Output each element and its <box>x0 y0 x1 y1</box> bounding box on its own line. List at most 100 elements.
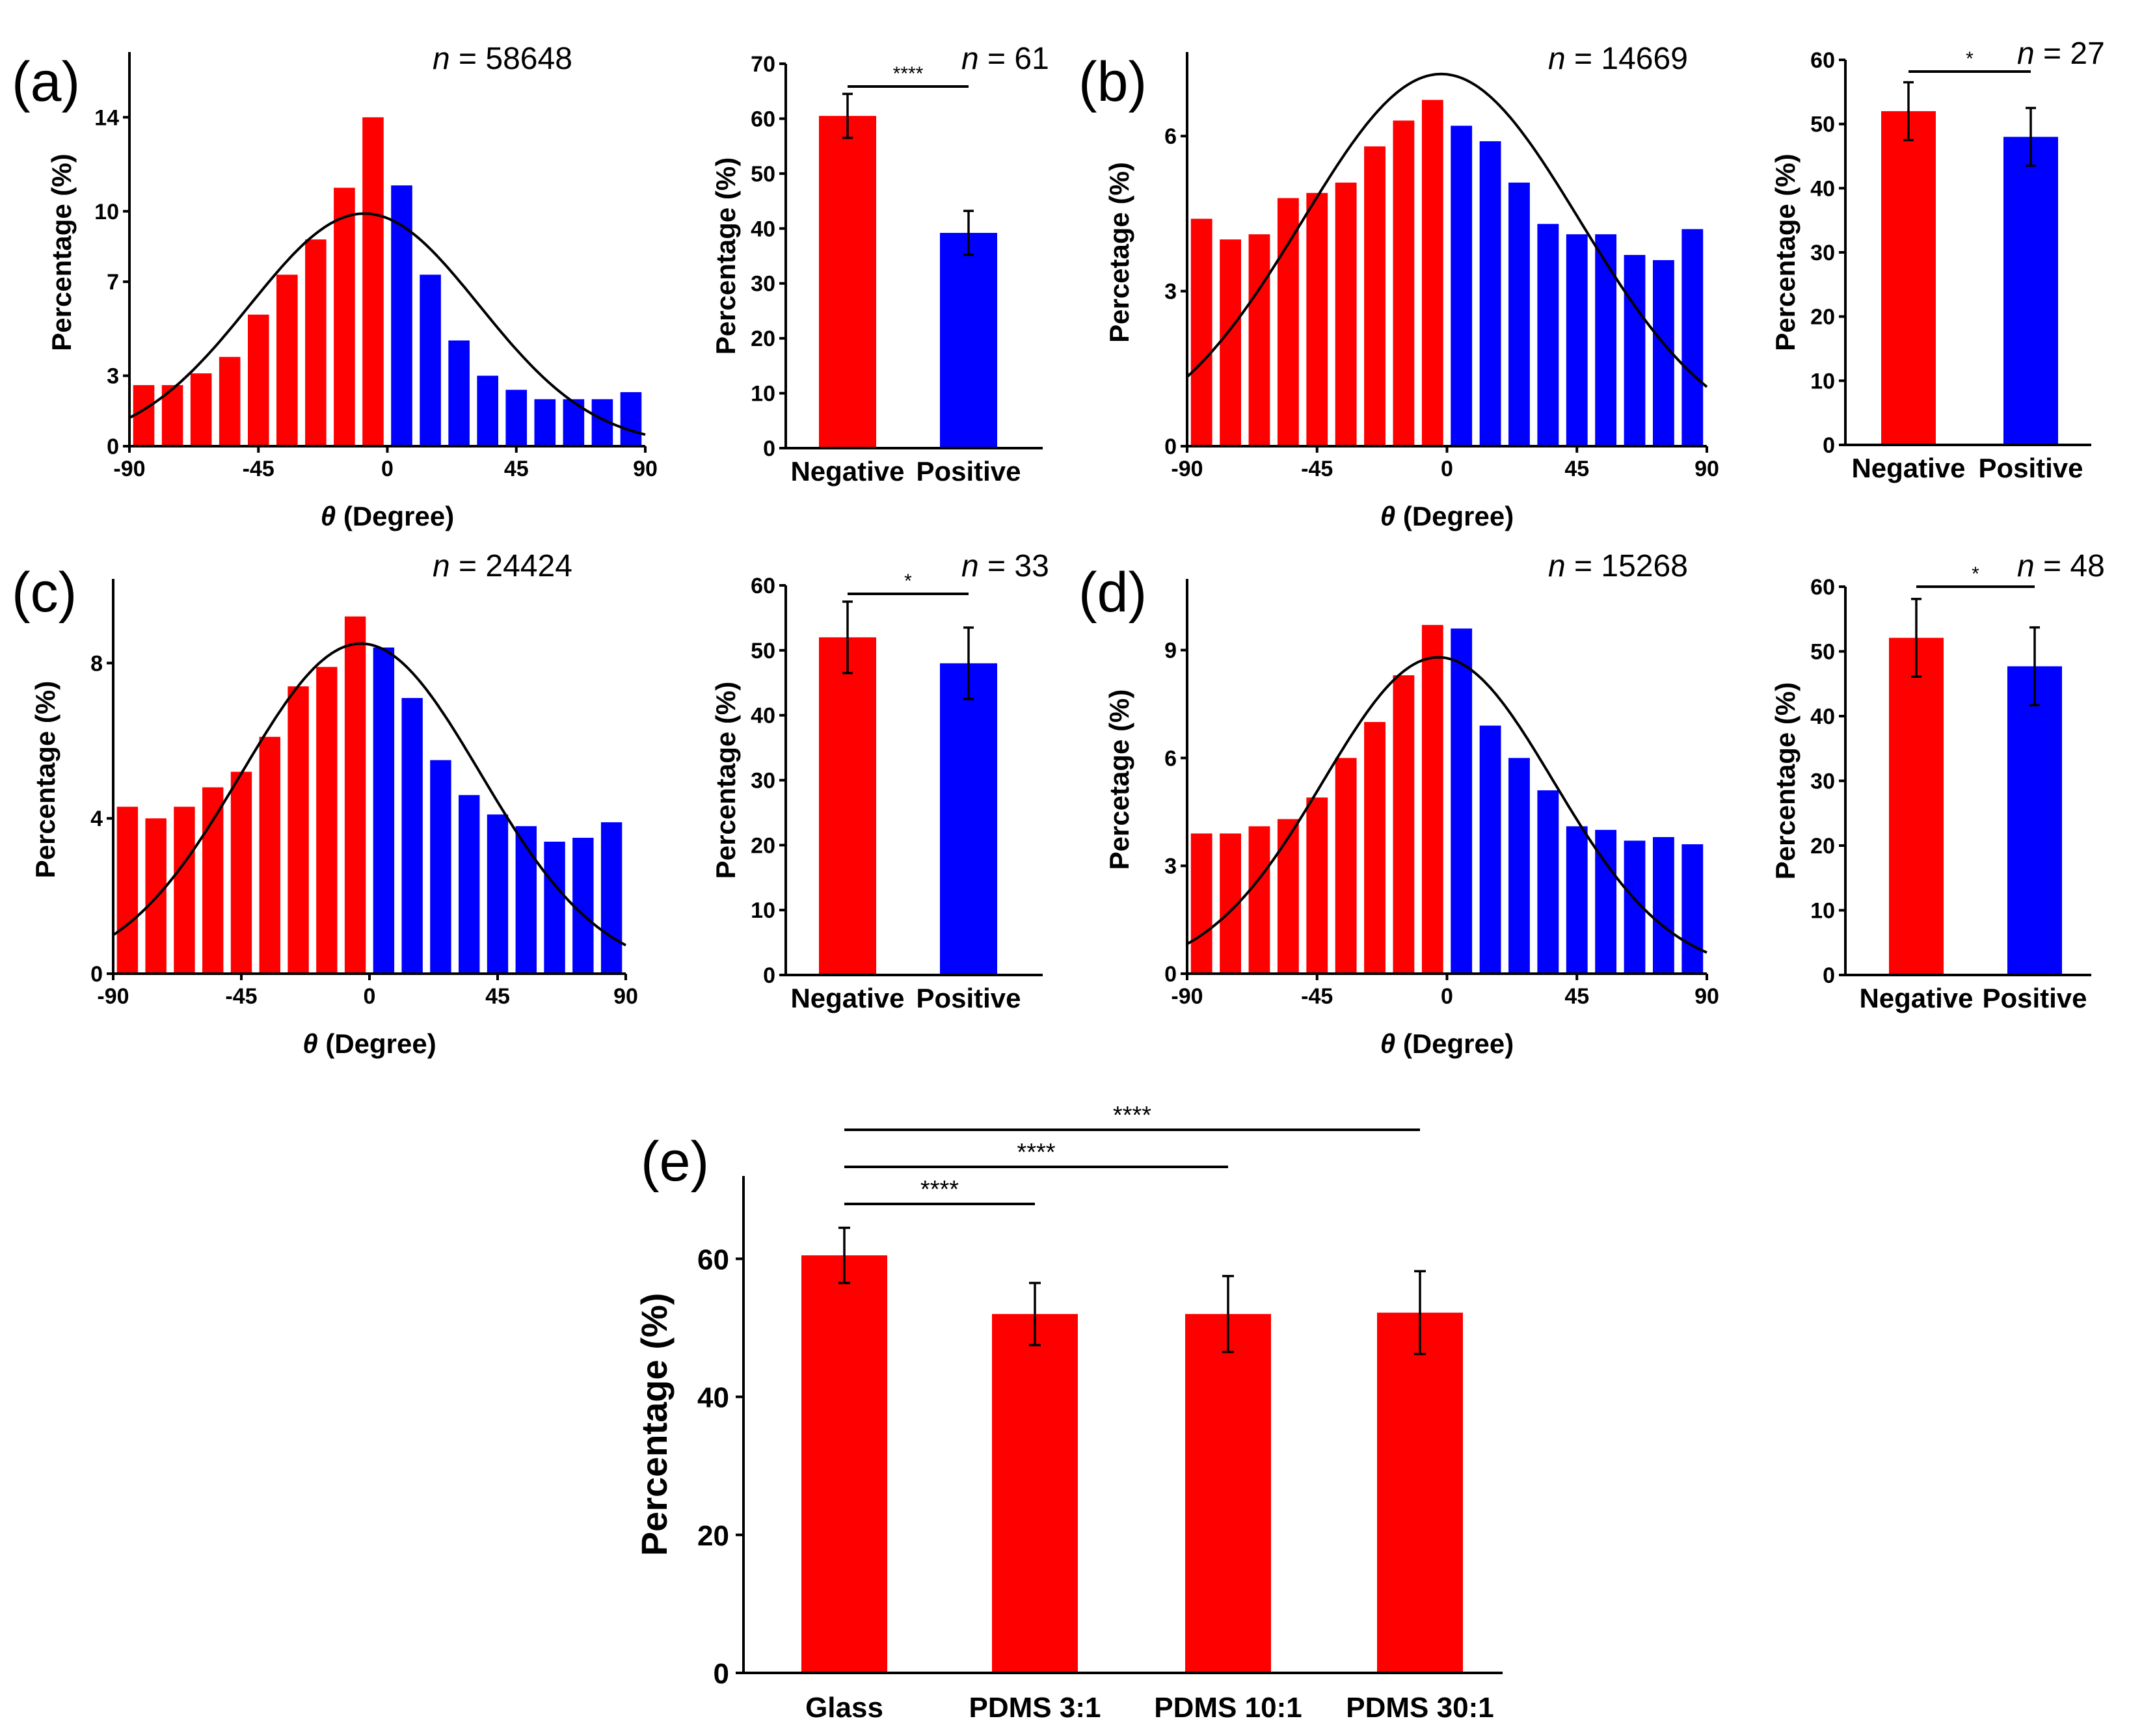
bar <box>819 116 876 448</box>
y-tick-label: 0 <box>763 436 775 461</box>
histogram-bar <box>334 187 355 446</box>
sample-size-var: n <box>2017 549 2035 583</box>
y-axis-label: Percentage (%) <box>30 681 60 878</box>
y-tick-label: 4 <box>90 807 103 831</box>
bar <box>2007 666 2062 975</box>
histogram-bar <box>202 787 224 974</box>
y-tick-label: 0 <box>714 1658 729 1690</box>
histogram-bar <box>1248 826 1270 974</box>
x-tick-label: 45 <box>1564 457 1589 481</box>
x-tick-label: 90 <box>1694 984 1719 1009</box>
sample-size-value: = 48 <box>2035 549 2105 583</box>
histogram-bar <box>1277 198 1299 446</box>
sample-size-label: n = 14669 <box>1548 42 1688 76</box>
y-axis-label: Percentage (%) <box>710 157 741 354</box>
sample-size-value: = 33 <box>979 549 1049 583</box>
y-tick-label: 3 <box>1164 280 1177 304</box>
x-tick-label: 0 <box>381 457 394 481</box>
sample-size-value: = 61 <box>979 42 1049 76</box>
panel-label: (e) <box>641 1130 709 1193</box>
significance-marker: * <box>1972 563 1979 585</box>
histogram-bar <box>477 375 498 446</box>
sample-size-var: n <box>961 42 979 76</box>
significance-marker: **** <box>1017 1139 1055 1166</box>
x-tick-label: -45 <box>243 457 274 481</box>
y-tick-label: 20 <box>697 1520 729 1552</box>
category-label: PDMS 3:1 <box>969 1692 1101 1724</box>
y-tick-label: 0 <box>107 434 119 459</box>
y-axis-label: Percetage (%) <box>1104 162 1134 343</box>
histogram-bar <box>1537 224 1559 446</box>
y-tick-label: 20 <box>751 833 775 858</box>
sample-size-label: n = 48 <box>2017 549 2105 583</box>
histogram-bar <box>230 771 252 974</box>
y-tick-label: 70 <box>751 52 775 77</box>
x-tick-label: 0 <box>364 984 376 1009</box>
x-tick-label: -90 <box>1171 984 1203 1009</box>
y-tick-label: 0 <box>1823 433 1835 458</box>
panel-label: (a) <box>12 51 80 113</box>
histogram-bar <box>1393 120 1415 447</box>
panel-label: (c) <box>12 561 77 624</box>
x-axis-label-text: (Degree) <box>318 1028 436 1059</box>
histogram-bar <box>1681 844 1704 974</box>
theta-symbol: θ <box>302 1028 317 1059</box>
x-axis-label-text: (Degree) <box>1395 1028 1514 1059</box>
y-tick-label: 3 <box>1164 854 1177 879</box>
histogram-bar <box>1393 675 1415 974</box>
error-bar <box>963 626 974 701</box>
x-tick-label: 0 <box>1441 984 1453 1009</box>
y-tick-label: 3 <box>107 364 119 389</box>
error-bar <box>842 600 853 674</box>
category-label: Positive <box>916 983 1021 1013</box>
x-tick-label: 0 <box>1441 457 1453 481</box>
error-bar <box>1029 1281 1041 1346</box>
histogram-bar <box>534 399 556 446</box>
bar <box>940 233 997 448</box>
histogram-bar <box>1479 141 1501 446</box>
y-tick-label: 10 <box>751 382 775 407</box>
y-tick-label: 40 <box>751 217 775 241</box>
x-tick-label: -90 <box>113 457 145 481</box>
histogram-bar <box>1364 722 1386 974</box>
histogram-bar <box>1190 833 1212 974</box>
significance-marker: **** <box>893 63 924 85</box>
histogram-bar <box>1364 146 1386 447</box>
y-tick-label: 60 <box>751 107 775 131</box>
x-axis-label: θ (Degree) <box>1380 1028 1514 1059</box>
x-tick-label: -45 <box>1301 457 1333 481</box>
bar <box>1889 637 1944 975</box>
y-tick-label: 50 <box>1810 113 1835 137</box>
y-tick-label: 14 <box>94 105 119 130</box>
sample-size-label: n = 61 <box>961 42 1049 76</box>
sample-size-var: n <box>1548 42 1566 76</box>
histogram-bar <box>219 356 241 446</box>
y-tick-label: 50 <box>751 162 775 187</box>
y-axis-label: Percetage (%) <box>1104 689 1134 870</box>
y-tick-label: 10 <box>94 200 119 224</box>
y-tick-label: 30 <box>751 769 775 794</box>
panel-label: (d) <box>1078 561 1147 624</box>
y-axis-label: Percentage (%) <box>634 1293 675 1556</box>
histogram-bar <box>515 826 537 974</box>
histogram-bar <box>288 686 309 974</box>
y-tick-label: 60 <box>751 574 775 598</box>
x-tick-label: 45 <box>504 457 529 481</box>
y-tick-label: 0 <box>90 962 103 987</box>
histogram-bar <box>459 795 480 974</box>
error-bar <box>1414 1270 1426 1355</box>
category-label: Positive <box>1978 453 2083 483</box>
y-tick-label: 7 <box>107 270 119 295</box>
y-tick-label: 40 <box>1810 704 1835 729</box>
theta-symbol: θ <box>1380 501 1395 531</box>
category-label: PDMS 10:1 <box>1154 1692 1302 1724</box>
y-tick-label: 0 <box>1823 963 1835 988</box>
histogram-bar <box>373 647 395 974</box>
x-tick-label: 90 <box>633 457 658 481</box>
histogram-bar <box>1566 826 1588 974</box>
histogram-bar <box>276 274 298 446</box>
histogram-bar <box>1190 219 1212 446</box>
y-tick-label: 6 <box>1164 124 1177 149</box>
x-tick-label: -90 <box>1171 457 1203 481</box>
